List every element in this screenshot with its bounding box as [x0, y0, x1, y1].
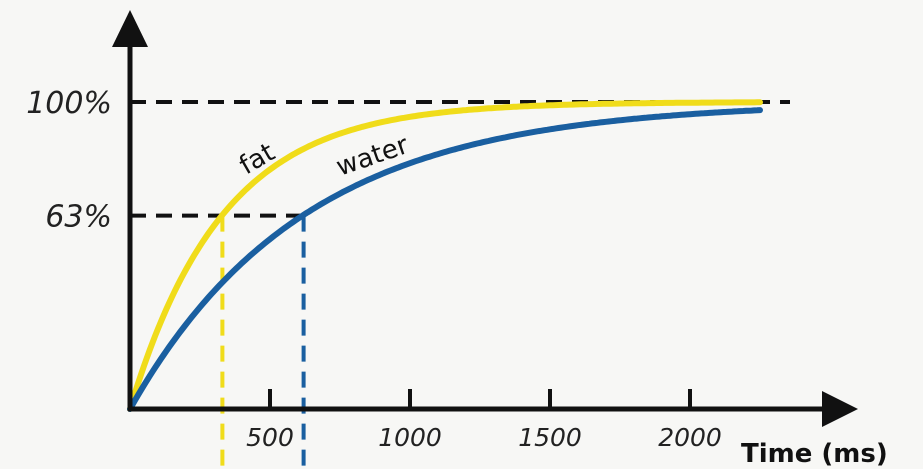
- reference-lines: [130, 100, 790, 469]
- y-axis-arrow: [112, 10, 148, 47]
- series-line-water: [127, 107, 763, 412]
- y-tick-label: 63%: [45, 200, 112, 235]
- x-tick-label: 1500: [518, 423, 582, 452]
- x-tick-label: 2000: [658, 423, 722, 452]
- x-tick-label: 1000: [378, 423, 442, 452]
- x-axis-arrow: [822, 391, 858, 427]
- x-axis-title: Time (ms): [741, 439, 888, 469]
- x-tick-label: 500: [246, 423, 294, 452]
- series-line-fat: [127, 99, 763, 412]
- curves: [127, 99, 763, 412]
- y-tick-label: 100%: [26, 86, 112, 121]
- axes: [112, 10, 858, 427]
- series-label-fat: fat: [235, 137, 281, 181]
